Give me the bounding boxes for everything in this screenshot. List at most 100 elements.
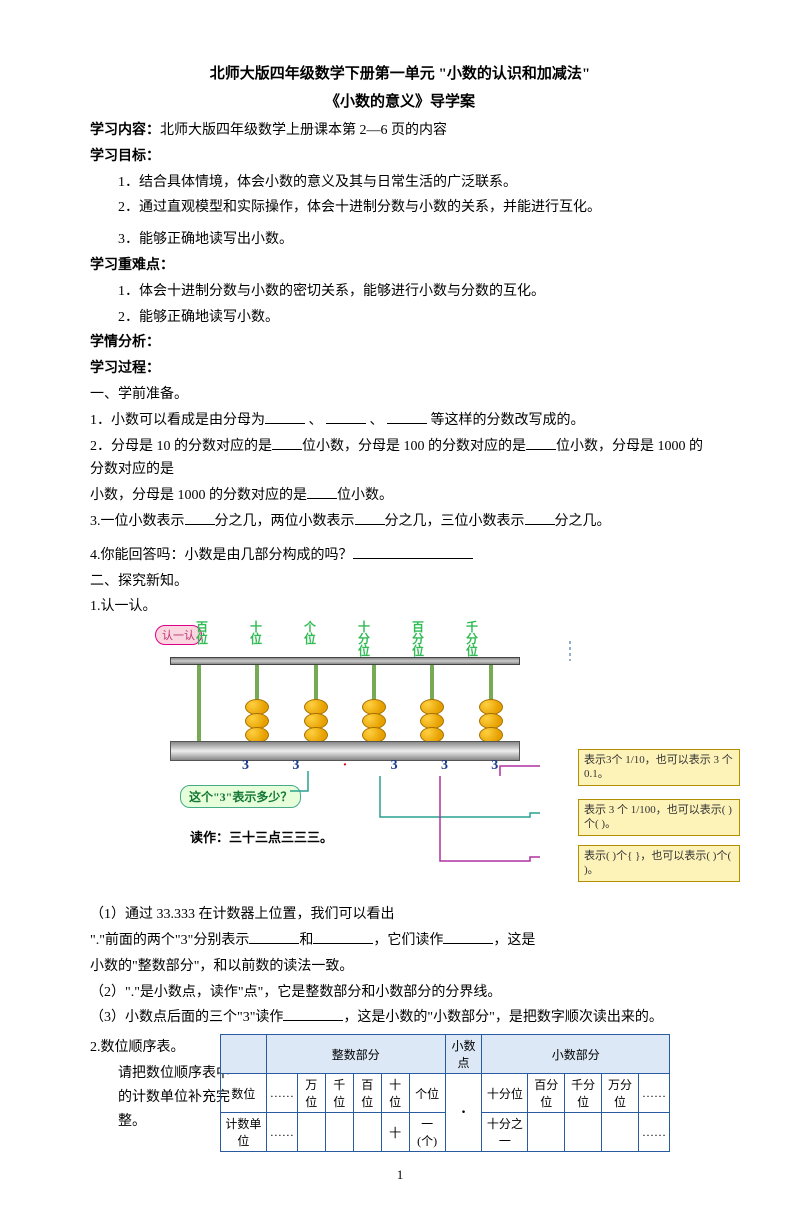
explore-head-text: 二、探究新知。 xyxy=(90,574,188,589)
cell: 十位 xyxy=(381,1074,409,1113)
item-1-line2: "."前面的两个"3"分别表示 和 ，它们读作 ，这是 xyxy=(90,929,710,953)
rod-2 xyxy=(255,665,259,741)
rod-5 xyxy=(430,665,434,741)
prep-q4: 4.你能回答吗：小数是由几部分构成的吗？ xyxy=(90,544,710,568)
cell[interactable] xyxy=(528,1113,565,1152)
cell: 十分之一 xyxy=(482,1113,528,1152)
rod-3 xyxy=(314,665,318,741)
table-row: 数位 …… 万位 千位 百位 十位 个位 · 十分位 百分位 千分位 万分位 …… xyxy=(221,1074,670,1113)
q2b: 位小数，分母是 100 的分数对应的是 xyxy=(302,439,526,454)
digit-row: 3 3 3 · 3 3 3 xyxy=(170,758,520,774)
title-line-2: 《小数的意义》导学案 xyxy=(90,90,710,116)
int-header: 整数部分 xyxy=(266,1035,445,1074)
blank[interactable] xyxy=(272,435,302,450)
cell[interactable] xyxy=(353,1113,381,1152)
point-header: 小数点 xyxy=(445,1035,482,1074)
abacus xyxy=(170,657,520,761)
item-1-line3: 小数的"整数部分"，和以前数的读法一致。 xyxy=(90,955,710,979)
i1l2a: "."前面的两个"3"分别表示 xyxy=(90,933,249,948)
cell: …… xyxy=(638,1113,669,1152)
q2a: 2．分母是 10 的分数对应的是 xyxy=(90,439,272,454)
blank[interactable] xyxy=(307,484,337,499)
blank[interactable] xyxy=(526,435,556,450)
item-2: （2）"."是小数点，读作"点"，它是整数部分和小数部分的分界线。 xyxy=(90,981,710,1005)
study-focus-label: 学习重难点： xyxy=(90,254,710,278)
explore-sub1: 1.认一认。 xyxy=(90,595,710,619)
blank[interactable] xyxy=(387,409,427,424)
annotation-2: 表示 3 个 1/100，也可以表示( )个( )。 xyxy=(578,799,740,836)
digit: 3 xyxy=(292,758,299,774)
item-1-line1: （1）通过 33.333 在计数器上位置，我们可以看出 xyxy=(90,903,710,927)
prep-q3: 3.一位小数表示分之几，两位小数表示分之几，三位小数表示分之几。 xyxy=(90,510,710,534)
decimal-dot: · xyxy=(343,758,348,774)
annotation-3: 表示( )个{ }，也可以表示( )个( )。 xyxy=(578,845,740,882)
blank[interactable] xyxy=(443,929,493,944)
cell: 百位 xyxy=(353,1074,381,1113)
digit: 3 xyxy=(391,758,398,774)
cell: 十 xyxy=(381,1113,409,1152)
study-content: 学习内容：北师大版四年级数学上册课本第 2—6 页的内容 xyxy=(90,119,710,143)
rod-1 xyxy=(197,665,201,741)
blank[interactable] xyxy=(313,929,373,944)
i1l2c: ，它们读作 xyxy=(373,933,443,948)
blank[interactable] xyxy=(525,510,555,525)
cell: 万位 xyxy=(297,1074,325,1113)
cell[interactable] xyxy=(602,1113,639,1152)
cell[interactable] xyxy=(297,1113,325,1152)
blank[interactable] xyxy=(249,929,299,944)
abacus-rods xyxy=(170,665,520,741)
q3a: 3.一位小数表示 xyxy=(90,514,185,529)
cell: 一(个) xyxy=(409,1113,445,1152)
annotation-1: 表示3个 1/10，也可以表示 3 个 0.1。 xyxy=(578,749,740,786)
blank[interactable] xyxy=(185,510,215,525)
col-label: 百分位 xyxy=(411,621,425,657)
cell: …… xyxy=(266,1074,297,1113)
pv-note: 请把数位顺序表中的计数单位补充完整。 xyxy=(90,1062,230,1133)
blank[interactable] xyxy=(355,510,385,525)
cell: …… xyxy=(266,1113,297,1152)
column-labels: 百位 十位 个位 十分位 百分位 千分位 xyxy=(195,621,479,657)
col-label: 千分位 xyxy=(465,621,479,657)
focus-1: 1．体会十进制分数与小数的密切关系，能够进行小数与分数的互化。 xyxy=(90,280,710,304)
page-number: 1 xyxy=(90,1164,710,1186)
q3b: 分之几，两位小数表示 xyxy=(215,514,355,529)
cell: 个位 xyxy=(409,1074,445,1113)
cell: 十分位 xyxy=(482,1074,528,1113)
row-label: 数位 xyxy=(221,1074,267,1113)
blank[interactable] xyxy=(353,544,473,559)
cell: …… xyxy=(638,1074,669,1113)
table-row: 整数部分 小数点 小数部分 xyxy=(221,1035,670,1074)
col-label: 百位 xyxy=(195,621,209,657)
abacus-figure: 认一认 百位 十位 个位 十分位 百分位 千分位 3 3 3 xyxy=(90,621,690,901)
q1a: 1．小数可以看成是由分母为 xyxy=(90,413,265,428)
rod-6 xyxy=(489,665,493,741)
place-value-table: 整数部分 小数点 小数部分 数位 …… 万位 千位 百位 十位 个位 · 十分位… xyxy=(220,1034,670,1152)
cell[interactable] xyxy=(325,1113,353,1152)
q2d: 位小数。 xyxy=(337,488,393,503)
cell[interactable] xyxy=(565,1113,602,1152)
title-line-1: 北师大版四年级数学下册第一单元 "小数的认识和加减法" xyxy=(90,62,710,88)
cell: 千分位 xyxy=(565,1074,602,1113)
i1l2b: 和 xyxy=(299,933,313,948)
abacus-rail xyxy=(170,657,520,665)
q4-text: 4.你能回答吗：小数是由几部分构成的吗？ xyxy=(90,548,353,563)
q1b: 等这样的分数改写成的。 xyxy=(431,413,585,428)
pv-left-text: 2.数位顺序表。 请把数位顺序表中的计数单位补充完整。 xyxy=(90,1034,230,1135)
blank[interactable] xyxy=(326,409,366,424)
item-3: （3）小数点后面的三个"3"读作，这是小数的"小数部分"，是把数字顺次读出来的。 xyxy=(90,1006,710,1030)
point-cell: · xyxy=(445,1074,482,1152)
goal-3: 3．能够正确地读写出小数。 xyxy=(90,228,710,252)
reading-text: 读作：三十三点三三三。 xyxy=(190,827,333,846)
situation-label: 学情分析： xyxy=(90,331,710,355)
study-goals-label: 学习目标： xyxy=(90,145,710,169)
process-label: 学习过程： xyxy=(90,357,710,381)
q3d: 分之几。 xyxy=(555,514,611,529)
prep-heading: 一、学前准备。 xyxy=(90,383,710,407)
prep-q1: 1．小数可以看成是由分母为 、 、 等这样的分数改写成的。 xyxy=(90,409,710,433)
blank[interactable] xyxy=(265,409,305,424)
i1l2d: ，这是 xyxy=(493,933,535,948)
digit: 3 xyxy=(242,758,249,774)
prep-q2: 2．分母是 10 的分数对应的是位小数，分母是 100 的分数对应的是位小数，分… xyxy=(90,435,710,483)
blank[interactable] xyxy=(283,1006,343,1021)
i3b: ，这是小数的"小数部分"，是把数字顺次读出来的。 xyxy=(343,1010,662,1025)
